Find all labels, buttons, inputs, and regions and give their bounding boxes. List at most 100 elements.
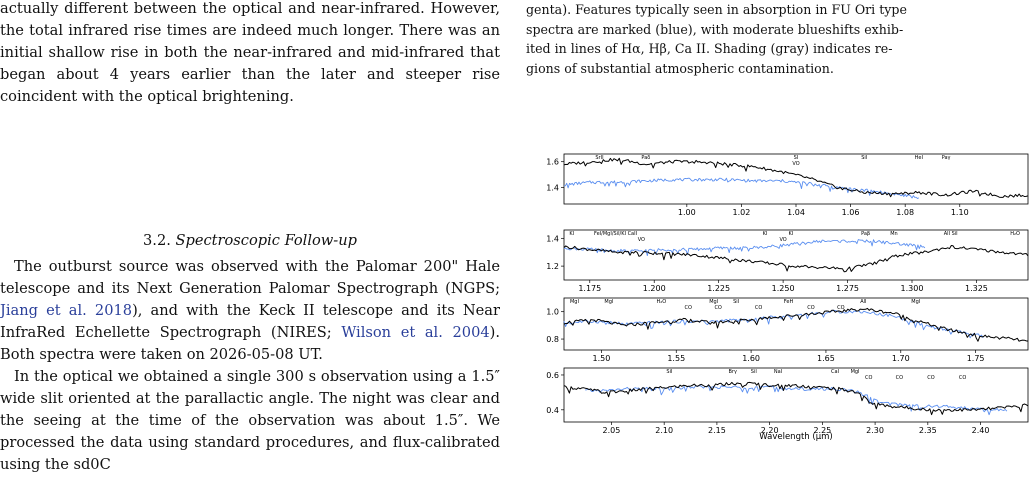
panel-1-xtick-label: 1.02 xyxy=(733,208,751,217)
panel-1-target-spectrum xyxy=(563,157,1029,198)
panel-3-line-label: MgI xyxy=(570,299,579,305)
panel-2-xtick-label: 1.250 xyxy=(772,284,795,293)
panel-2-line-label: KI xyxy=(788,231,793,237)
paragraph-observations: The outburst source was observed with th… xyxy=(0,256,500,366)
panel-1-xtick-label: 1.10 xyxy=(951,208,969,217)
panel-3-line-label: CO xyxy=(685,305,692,311)
panel-4-xtick-label: 2.40 xyxy=(972,426,990,435)
caption-line-4: gions of substantial atmospheric contami… xyxy=(526,60,834,76)
panel-3-line-label: CO xyxy=(807,305,814,311)
panel-2-frame xyxy=(563,229,1029,281)
panel-3-xtick-label: 1.55 xyxy=(667,354,685,363)
panel-2-xtick-label: 1.175 xyxy=(578,284,601,293)
panel-1-xtick-label: 1.08 xyxy=(896,208,914,217)
figure-caption: genta). Features typically seen in absor… xyxy=(526,0,1034,78)
para2-text-c: ). Both spectra were taken on 2026-05-08… xyxy=(0,324,500,364)
section-heading: 3.2. Spectroscopic Follow-up xyxy=(0,232,500,249)
panel-3-line-label: CO xyxy=(837,305,844,311)
panel-3-line-label: SiI xyxy=(733,299,739,305)
panel-2-xtick-label: 1.225 xyxy=(707,284,730,293)
paragraph-optical: In the optical we obtained a single 300 … xyxy=(0,368,500,474)
section-title: Spectroscopic Follow-up xyxy=(175,232,357,249)
para2-text-a: The outburst source was observed with th… xyxy=(0,258,500,298)
panel-4-xtick-label: 2.10 xyxy=(655,426,673,435)
caption-line-3: ited in lines of Hα, Hβ, Ca II. Shading … xyxy=(526,41,893,57)
panel-1-line-label: SI xyxy=(794,155,799,161)
panel-1-line-label: Paδ xyxy=(641,155,650,161)
panel-1-template-spectrum xyxy=(563,177,920,199)
panel-3-line-label: AlI xyxy=(860,299,866,305)
para2-text-b: ), and with the Keck II telescope and it… xyxy=(0,302,500,342)
panel-3-target-spectrum xyxy=(563,307,1029,342)
panel-1-xtick-label: 1.04 xyxy=(787,208,805,217)
panel-4-line-label: SiI xyxy=(751,369,757,375)
panel-2-line-label: Mn xyxy=(890,231,897,237)
panel-4-line-label: CO xyxy=(959,375,966,381)
panel-3-xtick-label: 1.65 xyxy=(817,354,835,363)
panel-1-ytick-label: 1.6 xyxy=(546,158,559,167)
panel-1-xtick-label: 1.00 xyxy=(678,208,696,217)
panel-2-line-label: KI xyxy=(763,231,768,237)
panel-3-line-label: MgI xyxy=(911,299,920,305)
panel-4-line-label: CO xyxy=(927,375,934,381)
panel-3-ytick-label: 1.0 xyxy=(546,308,559,317)
panel-2-line-label: KI xyxy=(569,231,574,237)
panel-4-line-label: NaI xyxy=(774,369,782,375)
panel-2-target-spectrum xyxy=(563,245,1029,273)
panel-1-ytick-label: 1.4 xyxy=(546,183,559,192)
panel-3-xtick-label: 1.50 xyxy=(593,354,611,363)
citation-wilson[interactable]: Wilson et al. 2004 xyxy=(341,324,490,342)
panel-4-line-label: CO xyxy=(896,375,903,381)
panel-3-line-label: H₂O xyxy=(656,299,666,305)
spectrum-figure: 1.00 1.02 1.04 1.06 1.08 1.10 1.6 1.4 SrII Paδ SI V… xyxy=(520,140,1034,483)
citation-jiang[interactable]: Jiang et al. 2018 xyxy=(0,302,133,320)
panel-3-line-label: MgI xyxy=(604,299,613,305)
panel-4-xtick-label: 2.20 xyxy=(761,426,779,435)
panel-2-line-label: Paβ xyxy=(861,231,870,237)
panel-3-xtick-label: 1.75 xyxy=(967,354,985,363)
panel-4-ytick-label: 0.4 xyxy=(546,406,559,415)
panel-3-xtick-label: 1.70 xyxy=(892,354,910,363)
panel-4-xtick-label: 2.05 xyxy=(603,426,621,435)
paragraph-continuation: actually different between the optical a… xyxy=(0,0,500,106)
panel-2-template-spectrum xyxy=(563,239,926,257)
panel-1-line-label: HeI xyxy=(915,155,923,161)
panel-2-ytick-label: 1.4 xyxy=(546,234,559,243)
panel-1-line-label: Paγ xyxy=(942,155,951,161)
panel-4-xtick-label: 2.25 xyxy=(813,426,831,435)
panel-1-line-label: SrII xyxy=(595,155,603,161)
panel-2-ytick-label: 1.2 xyxy=(546,262,559,271)
panel-4-line-label: Brγ xyxy=(729,369,737,375)
panel-4-target-spectrum xyxy=(563,381,1029,416)
left-column: actually different between the optical a… xyxy=(0,0,500,483)
panel-4-line-label: SiI xyxy=(666,369,672,375)
panel-2-line-label: AlI SiI xyxy=(944,231,958,237)
panel-4-template-spectrum xyxy=(585,385,1008,416)
caption-line-2: spectra are marked (blue), with moderate… xyxy=(526,21,904,37)
panel-3-line-label: CO xyxy=(714,305,721,311)
panel-2-line-label: FeI/MgI/SiI/KI CaII xyxy=(594,231,637,237)
panel-4-line-label: CO xyxy=(865,375,872,381)
panel-4-xtick-label: 2.30 xyxy=(866,426,884,435)
panel-4-ytick-label: 0.6 xyxy=(546,371,559,380)
panel-2-line-label: VO xyxy=(779,237,786,243)
panel-4-line-label: MgI xyxy=(851,369,860,375)
panel-2-xtick-label: 1.275 xyxy=(836,284,859,293)
panel-3-line-label: CO xyxy=(755,305,762,311)
panel-3-ytick-label: 0.8 xyxy=(546,335,559,344)
panel-2-xtick-label: 1.200 xyxy=(643,284,666,293)
panel-2-line-label: H₂O xyxy=(1010,231,1020,237)
x-axis-label: Wavelength (μm) xyxy=(759,432,832,442)
caption-line-1: genta). Features typically seen in absor… xyxy=(526,2,907,17)
panel-3-template-spectrum xyxy=(563,309,984,339)
right-column: genta). Features typically seen in absor… xyxy=(520,0,1034,483)
panel-2-xtick-label: 1.325 xyxy=(965,284,988,293)
panel-1-line-label: SiI xyxy=(861,155,867,161)
panel-4-line-label: CaI xyxy=(831,369,839,375)
panel-1-line-label: VO xyxy=(792,161,799,167)
panel-4-xtick-label: 2.15 xyxy=(708,426,726,435)
panel-1-xtick-label: 1.06 xyxy=(842,208,860,217)
panel-3-xtick-label: 1.60 xyxy=(742,354,760,363)
panel-3-line-label: MgI xyxy=(709,299,718,305)
